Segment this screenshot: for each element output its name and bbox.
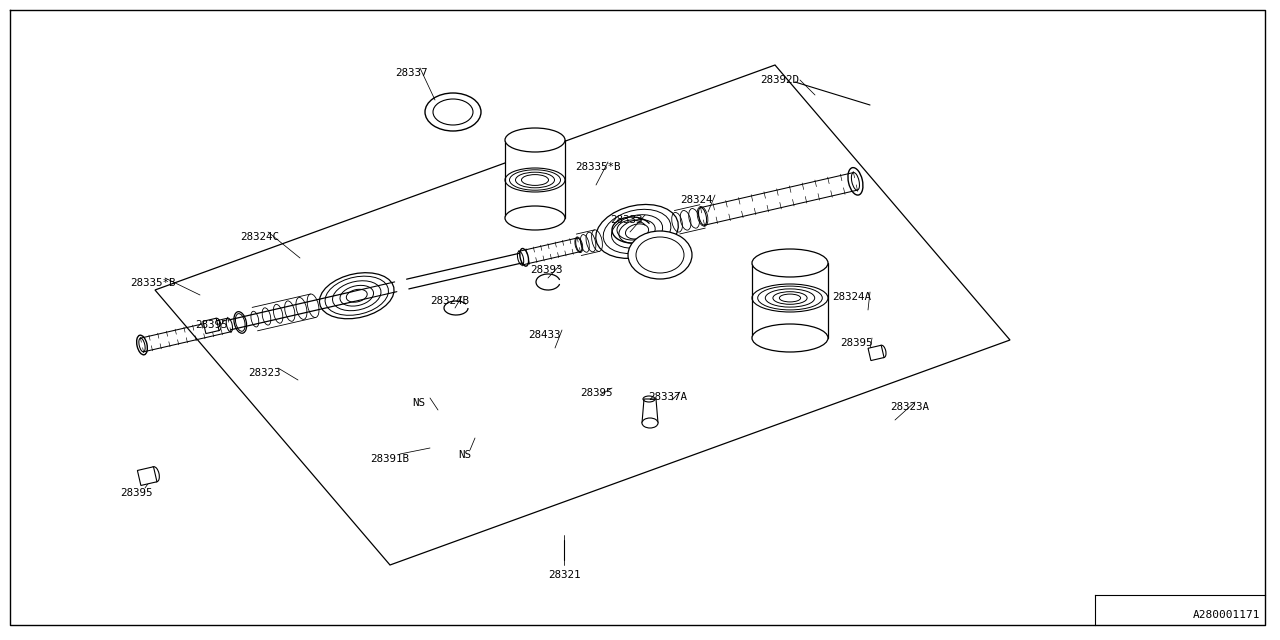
Ellipse shape — [628, 231, 692, 279]
Text: 28324: 28324 — [680, 195, 713, 205]
Polygon shape — [320, 273, 394, 319]
Text: A280001171: A280001171 — [1193, 610, 1260, 620]
Text: NS: NS — [458, 450, 471, 460]
Text: 28337: 28337 — [396, 68, 428, 78]
Polygon shape — [595, 204, 678, 259]
Ellipse shape — [643, 418, 658, 428]
Text: 28395: 28395 — [195, 320, 228, 330]
Ellipse shape — [753, 249, 828, 277]
Text: 28323: 28323 — [248, 368, 280, 378]
Text: 28393: 28393 — [530, 265, 562, 275]
Polygon shape — [506, 140, 564, 218]
Polygon shape — [643, 399, 658, 423]
Text: 28323A: 28323A — [890, 402, 929, 412]
Text: 28433: 28433 — [529, 330, 561, 340]
Text: 28395: 28395 — [580, 388, 613, 398]
Text: 28324C: 28324C — [241, 232, 279, 242]
Text: 28391B: 28391B — [370, 454, 410, 464]
Ellipse shape — [506, 206, 564, 230]
Text: 28333: 28333 — [611, 215, 643, 225]
Polygon shape — [753, 263, 828, 338]
Polygon shape — [868, 345, 884, 360]
Text: NS: NS — [412, 398, 425, 408]
Text: 28335*B: 28335*B — [131, 278, 175, 288]
Ellipse shape — [753, 324, 828, 352]
Text: 28335*B: 28335*B — [575, 162, 621, 172]
Text: 28395: 28395 — [120, 488, 152, 498]
Polygon shape — [204, 318, 219, 333]
Ellipse shape — [506, 128, 564, 152]
Text: 28321: 28321 — [548, 570, 580, 580]
Text: 28324B: 28324B — [430, 296, 468, 306]
Text: 28392D: 28392D — [760, 75, 799, 85]
Text: 28395: 28395 — [840, 338, 873, 348]
Polygon shape — [137, 467, 157, 486]
Text: 28324A: 28324A — [832, 292, 870, 302]
Text: 28337A: 28337A — [648, 392, 687, 402]
